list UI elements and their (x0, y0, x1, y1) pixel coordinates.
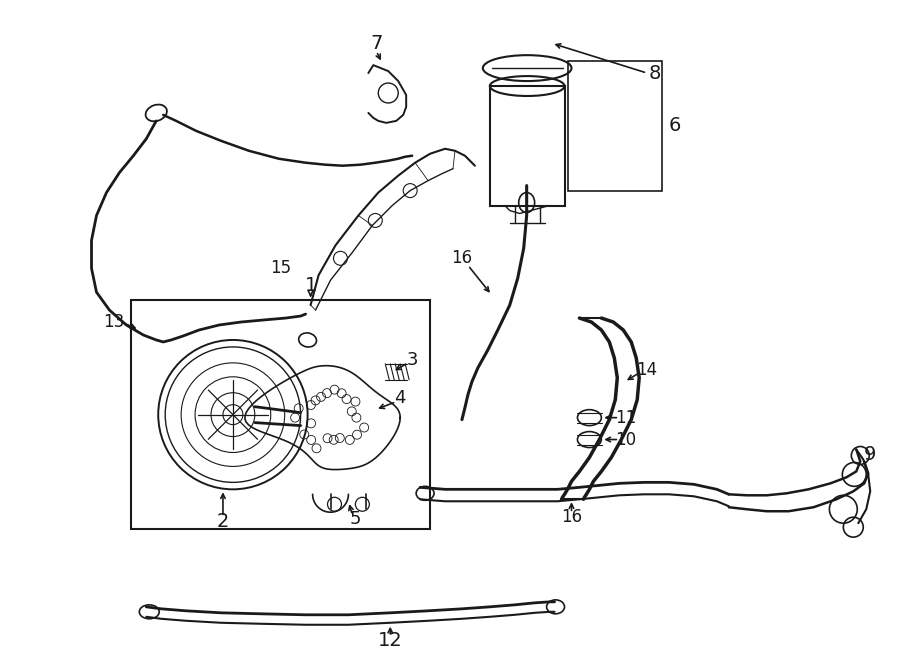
Text: 8: 8 (649, 63, 662, 83)
Text: 4: 4 (394, 389, 406, 407)
Text: 1: 1 (304, 276, 317, 295)
Text: 15: 15 (270, 259, 292, 277)
Text: 11: 11 (615, 408, 636, 426)
Text: 5: 5 (349, 510, 361, 528)
Text: 14: 14 (636, 361, 658, 379)
Text: 7: 7 (370, 34, 382, 53)
Bar (131, 300, 430, 529)
Text: 16: 16 (452, 249, 472, 267)
Text: 16: 16 (561, 508, 582, 526)
Text: 13: 13 (103, 313, 124, 331)
Bar (490, 86, 564, 206)
Text: 3: 3 (407, 351, 418, 369)
Text: 12: 12 (378, 631, 402, 650)
Text: 9: 9 (864, 445, 877, 464)
Text: 10: 10 (615, 430, 635, 449)
Text: 6: 6 (669, 116, 681, 136)
Text: 2: 2 (217, 512, 230, 531)
Bar (568, 61, 662, 190)
